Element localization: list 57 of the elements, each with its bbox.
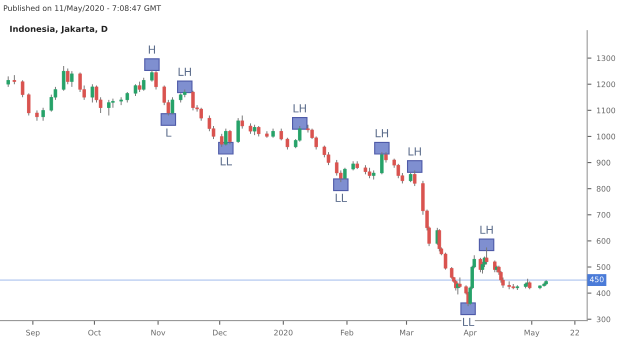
- candlestick: [256, 126, 260, 137]
- candlestick: [220, 133, 224, 148]
- annotation: LH: [480, 226, 493, 234]
- candlestick: [396, 163, 400, 179]
- candlestick: [408, 172, 412, 183]
- candlestick: [224, 128, 228, 146]
- candlestick: [66, 68, 70, 85]
- candlestick: [450, 266, 454, 280]
- candlestick: [154, 70, 158, 90]
- annotation: LL: [220, 157, 232, 166]
- candlestick: [364, 164, 368, 175]
- candlestick: [240, 115, 244, 130]
- candlestick: [142, 77, 146, 92]
- candlestick: [248, 122, 252, 134]
- candlestick: [70, 70, 74, 88]
- candlestick: [134, 84, 138, 96]
- candlestick: [138, 81, 142, 93]
- annotation: LL: [463, 318, 474, 326]
- candlestick: [368, 167, 372, 179]
- annotation: LL: [336, 194, 347, 202]
- candlestick: [380, 152, 384, 175]
- annotation: LH: [376, 129, 388, 138]
- chart-title: Indonesia, Jakarta, D: [10, 26, 108, 34]
- candlestick: [90, 84, 94, 103]
- candlestick: [6, 76, 10, 88]
- annotation: H: [148, 46, 156, 54]
- candlestick: [236, 118, 240, 144]
- candlestick: [343, 167, 347, 180]
- annotation: L: [166, 128, 172, 137]
- candlestick: [191, 90, 195, 111]
- candlestick: [271, 128, 275, 138]
- candlestick: [62, 65, 66, 92]
- candlestick: [107, 99, 111, 116]
- candlestick: [12, 74, 16, 85]
- candlestick: [35, 110, 39, 122]
- candlestick: [280, 128, 284, 141]
- candlestick: [228, 129, 232, 145]
- annotation: LH: [178, 68, 191, 76]
- annotation: LH: [408, 147, 421, 156]
- candlestick: [286, 137, 290, 150]
- candlestick: [126, 92, 130, 103]
- candlestick: [372, 170, 376, 180]
- candlestick: [178, 92, 182, 103]
- candlestick: [150, 69, 154, 82]
- candlestick: [20, 80, 24, 98]
- candlestick: [252, 124, 256, 136]
- candlestick: [170, 96, 174, 115]
- candlestick: [384, 152, 388, 164]
- candlestick: [438, 228, 442, 252]
- candlestick: [26, 92, 30, 116]
- candlestick: [41, 107, 45, 122]
- candlestick: [199, 107, 203, 122]
- candlestick: [412, 170, 416, 187]
- candlestick: [334, 159, 338, 176]
- candlestick: [351, 160, 355, 171]
- annotation: LH: [294, 104, 306, 112]
- candlestick: [484, 246, 488, 265]
